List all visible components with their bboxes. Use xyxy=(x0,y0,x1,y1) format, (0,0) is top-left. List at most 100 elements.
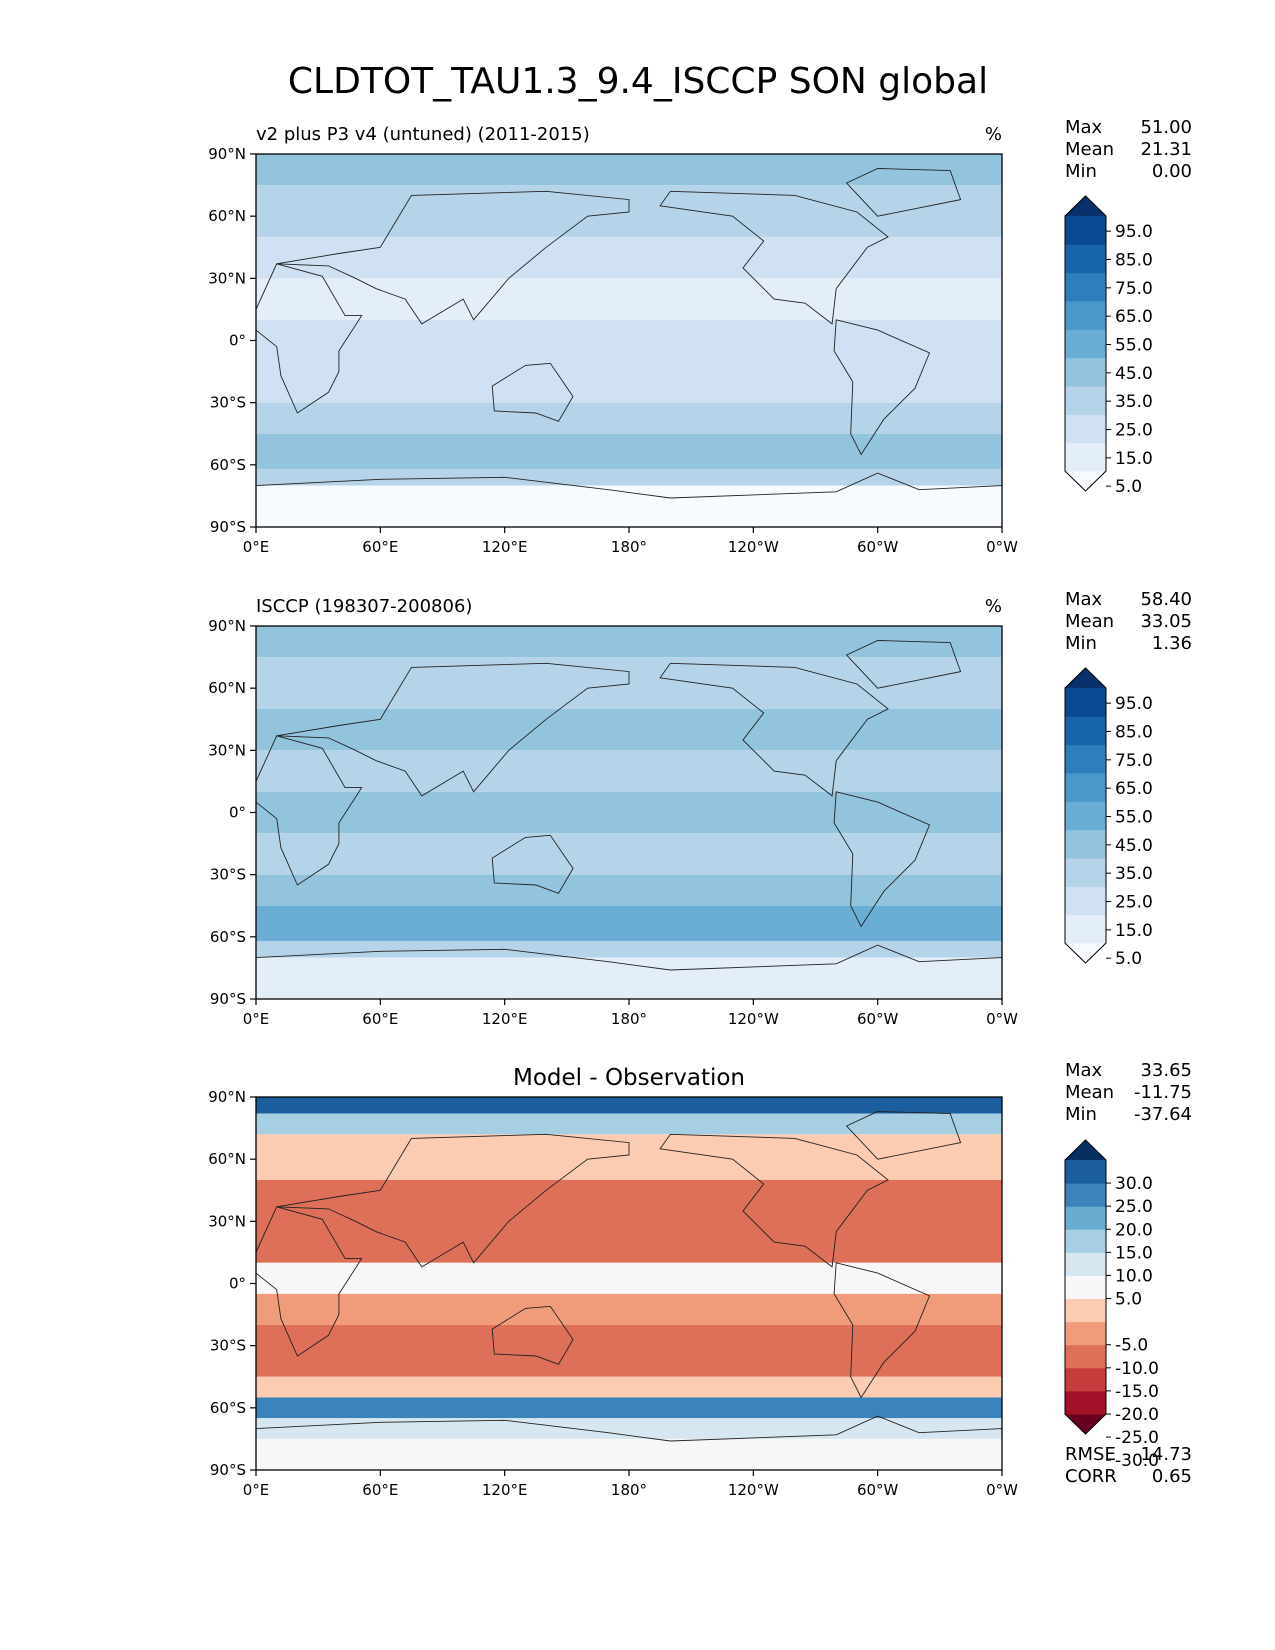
stat-label: Max xyxy=(1065,117,1103,138)
colorbar-tick-label: -15.0 xyxy=(1115,1382,1159,1402)
map-field xyxy=(256,1097,1002,1470)
lat-tick-label: 90°S xyxy=(210,1461,246,1479)
colorbar-swatch xyxy=(1065,244,1106,274)
colorbar-tick-label: 10.0 xyxy=(1115,1266,1153,1286)
lat-tick-label: 60°S xyxy=(210,456,246,474)
colorbar-swatch xyxy=(1065,1321,1106,1346)
panel-units: % xyxy=(985,596,1002,617)
colorbar: 95.0 85.0 75.0 65.0 55.0 45.0 35.0 25.0 15.0 5.0 xyxy=(1064,195,1153,497)
lat-band xyxy=(256,1397,1002,1419)
panel-units: % xyxy=(985,124,1002,145)
australia-outline xyxy=(491,1305,574,1365)
panels: 90°N 60°N 30°N 0° 30°S 60°S 90°S 0°E 60°E 120°E 18… xyxy=(208,117,1192,1499)
greenland-outline xyxy=(845,168,962,217)
lon-tick-label: 60°E xyxy=(362,538,398,556)
lat-tick-label: 0° xyxy=(229,332,246,350)
colorbar-extend-high xyxy=(1065,668,1106,688)
colorbar-swatch xyxy=(1065,216,1106,245)
north-america-outline xyxy=(659,662,889,797)
lon-tick-label: 0°E xyxy=(243,1481,270,1499)
map-field xyxy=(256,154,1002,527)
lat-band xyxy=(256,1324,1002,1377)
stat-value: -37.64 xyxy=(1134,1104,1192,1125)
lat-band xyxy=(256,1376,1002,1398)
antarctica-outline xyxy=(256,472,1002,527)
colorbar-tick-label: -20.0 xyxy=(1115,1405,1159,1425)
colorbar-swatch xyxy=(1065,1206,1106,1230)
lat-tick-label: 90°S xyxy=(210,990,246,1008)
coastlines xyxy=(256,640,1002,999)
stat-value: 21.31 xyxy=(1140,139,1192,160)
stat-label: Max xyxy=(1065,1060,1103,1081)
stat-value: 0.00 xyxy=(1152,161,1192,182)
lat-band xyxy=(256,750,1002,792)
colorbar-swatch xyxy=(1065,386,1106,415)
colorbar-swatch xyxy=(1065,1298,1106,1323)
lon-tick-label: 0°W xyxy=(986,1010,1018,1028)
stat-value: 1.36 xyxy=(1152,633,1192,654)
africa-outline xyxy=(256,735,363,886)
lat-band xyxy=(256,1113,1002,1135)
colorbar: 30.0 25.0 20.0 15.0 10.0 5.0 -5.0 -10.0 -15.0 -20… xyxy=(1064,1139,1159,1471)
eurasia-outline xyxy=(276,1133,630,1268)
colorbar-tick-label: -25.0 xyxy=(1115,1428,1159,1448)
colorbar-tick-label: 5.0 xyxy=(1115,477,1142,497)
lat-band xyxy=(256,485,1002,527)
lat-band xyxy=(256,319,1002,362)
colorbar-tick-label: 15.0 xyxy=(1115,921,1153,941)
lon-tick-label: 0°E xyxy=(243,538,270,556)
lon-tick-label: 120°E xyxy=(482,538,528,556)
lon-tick-label: 60°E xyxy=(362,1010,398,1028)
colorbar-tick-label: 85.0 xyxy=(1115,251,1153,271)
colorbar-swatch xyxy=(1065,1229,1106,1253)
australia-outline xyxy=(491,834,574,894)
colorbar-swatch xyxy=(1065,688,1106,717)
africa-outline xyxy=(256,1206,363,1357)
lat-tick-label: 60°N xyxy=(208,1150,246,1168)
colorbar-tick-label: -30.0 xyxy=(1115,1451,1159,1471)
lon-tick-label: 120°W xyxy=(728,1010,779,1028)
lat-tick-label: 90°S xyxy=(210,518,246,536)
lat-tick-label: 30°N xyxy=(208,1212,246,1230)
colorbar-tick-label: 25.0 xyxy=(1115,893,1153,913)
antarctica-outline xyxy=(256,1415,1002,1470)
lat-tick-label: 30°N xyxy=(208,269,246,287)
colorbar-swatch xyxy=(1065,357,1106,387)
lat-band xyxy=(256,1438,1002,1470)
lat-band xyxy=(256,957,1002,999)
lon-tick-label: 60°W xyxy=(857,538,899,556)
lon-tick-label: 60°W xyxy=(857,1481,899,1499)
colorbar-tick-label: 75.0 xyxy=(1115,751,1153,771)
lat-tick-label: 30°S xyxy=(210,394,246,412)
lon-tick-label: 0°W xyxy=(986,538,1018,556)
lat-band xyxy=(256,236,1002,279)
lat-band xyxy=(256,433,1002,469)
lat-band xyxy=(256,1134,1002,1180)
north-america-outline xyxy=(659,190,889,325)
stat-value: 58.40 xyxy=(1140,589,1192,610)
colorbar-swatch xyxy=(1065,1252,1106,1276)
lat-tick-label: 60°S xyxy=(210,1399,246,1417)
stat-label: Min xyxy=(1065,633,1097,654)
colorbar-tick-label: 65.0 xyxy=(1115,779,1153,799)
colorbar-swatch xyxy=(1065,801,1106,831)
lon-tick-label: 120°E xyxy=(482,1481,528,1499)
figure-title: CLDTOT_TAU1.3_9.4_ISCCP SON global xyxy=(288,61,988,102)
colorbar-outline xyxy=(1064,667,1107,964)
lat-tick-label: 60°N xyxy=(208,207,246,225)
lat-tick-label: 30°S xyxy=(210,1337,246,1355)
lat-band xyxy=(256,626,1002,658)
colorbar-tick-label: 55.0 xyxy=(1115,808,1153,828)
lat-band xyxy=(256,468,1002,486)
australia-outline xyxy=(491,362,574,422)
south-america-outline xyxy=(833,319,931,456)
coastlines xyxy=(256,1111,1002,1470)
colorbar-swatch xyxy=(1065,442,1106,472)
stat-label: Mean xyxy=(1065,611,1114,632)
colorbar-tick-label: -5.0 xyxy=(1115,1336,1148,1356)
south-america-outline xyxy=(833,791,931,928)
colorbar-tick-label: 5.0 xyxy=(1115,949,1142,969)
lon-tick-label: 120°W xyxy=(728,538,779,556)
africa-outline xyxy=(256,263,363,414)
